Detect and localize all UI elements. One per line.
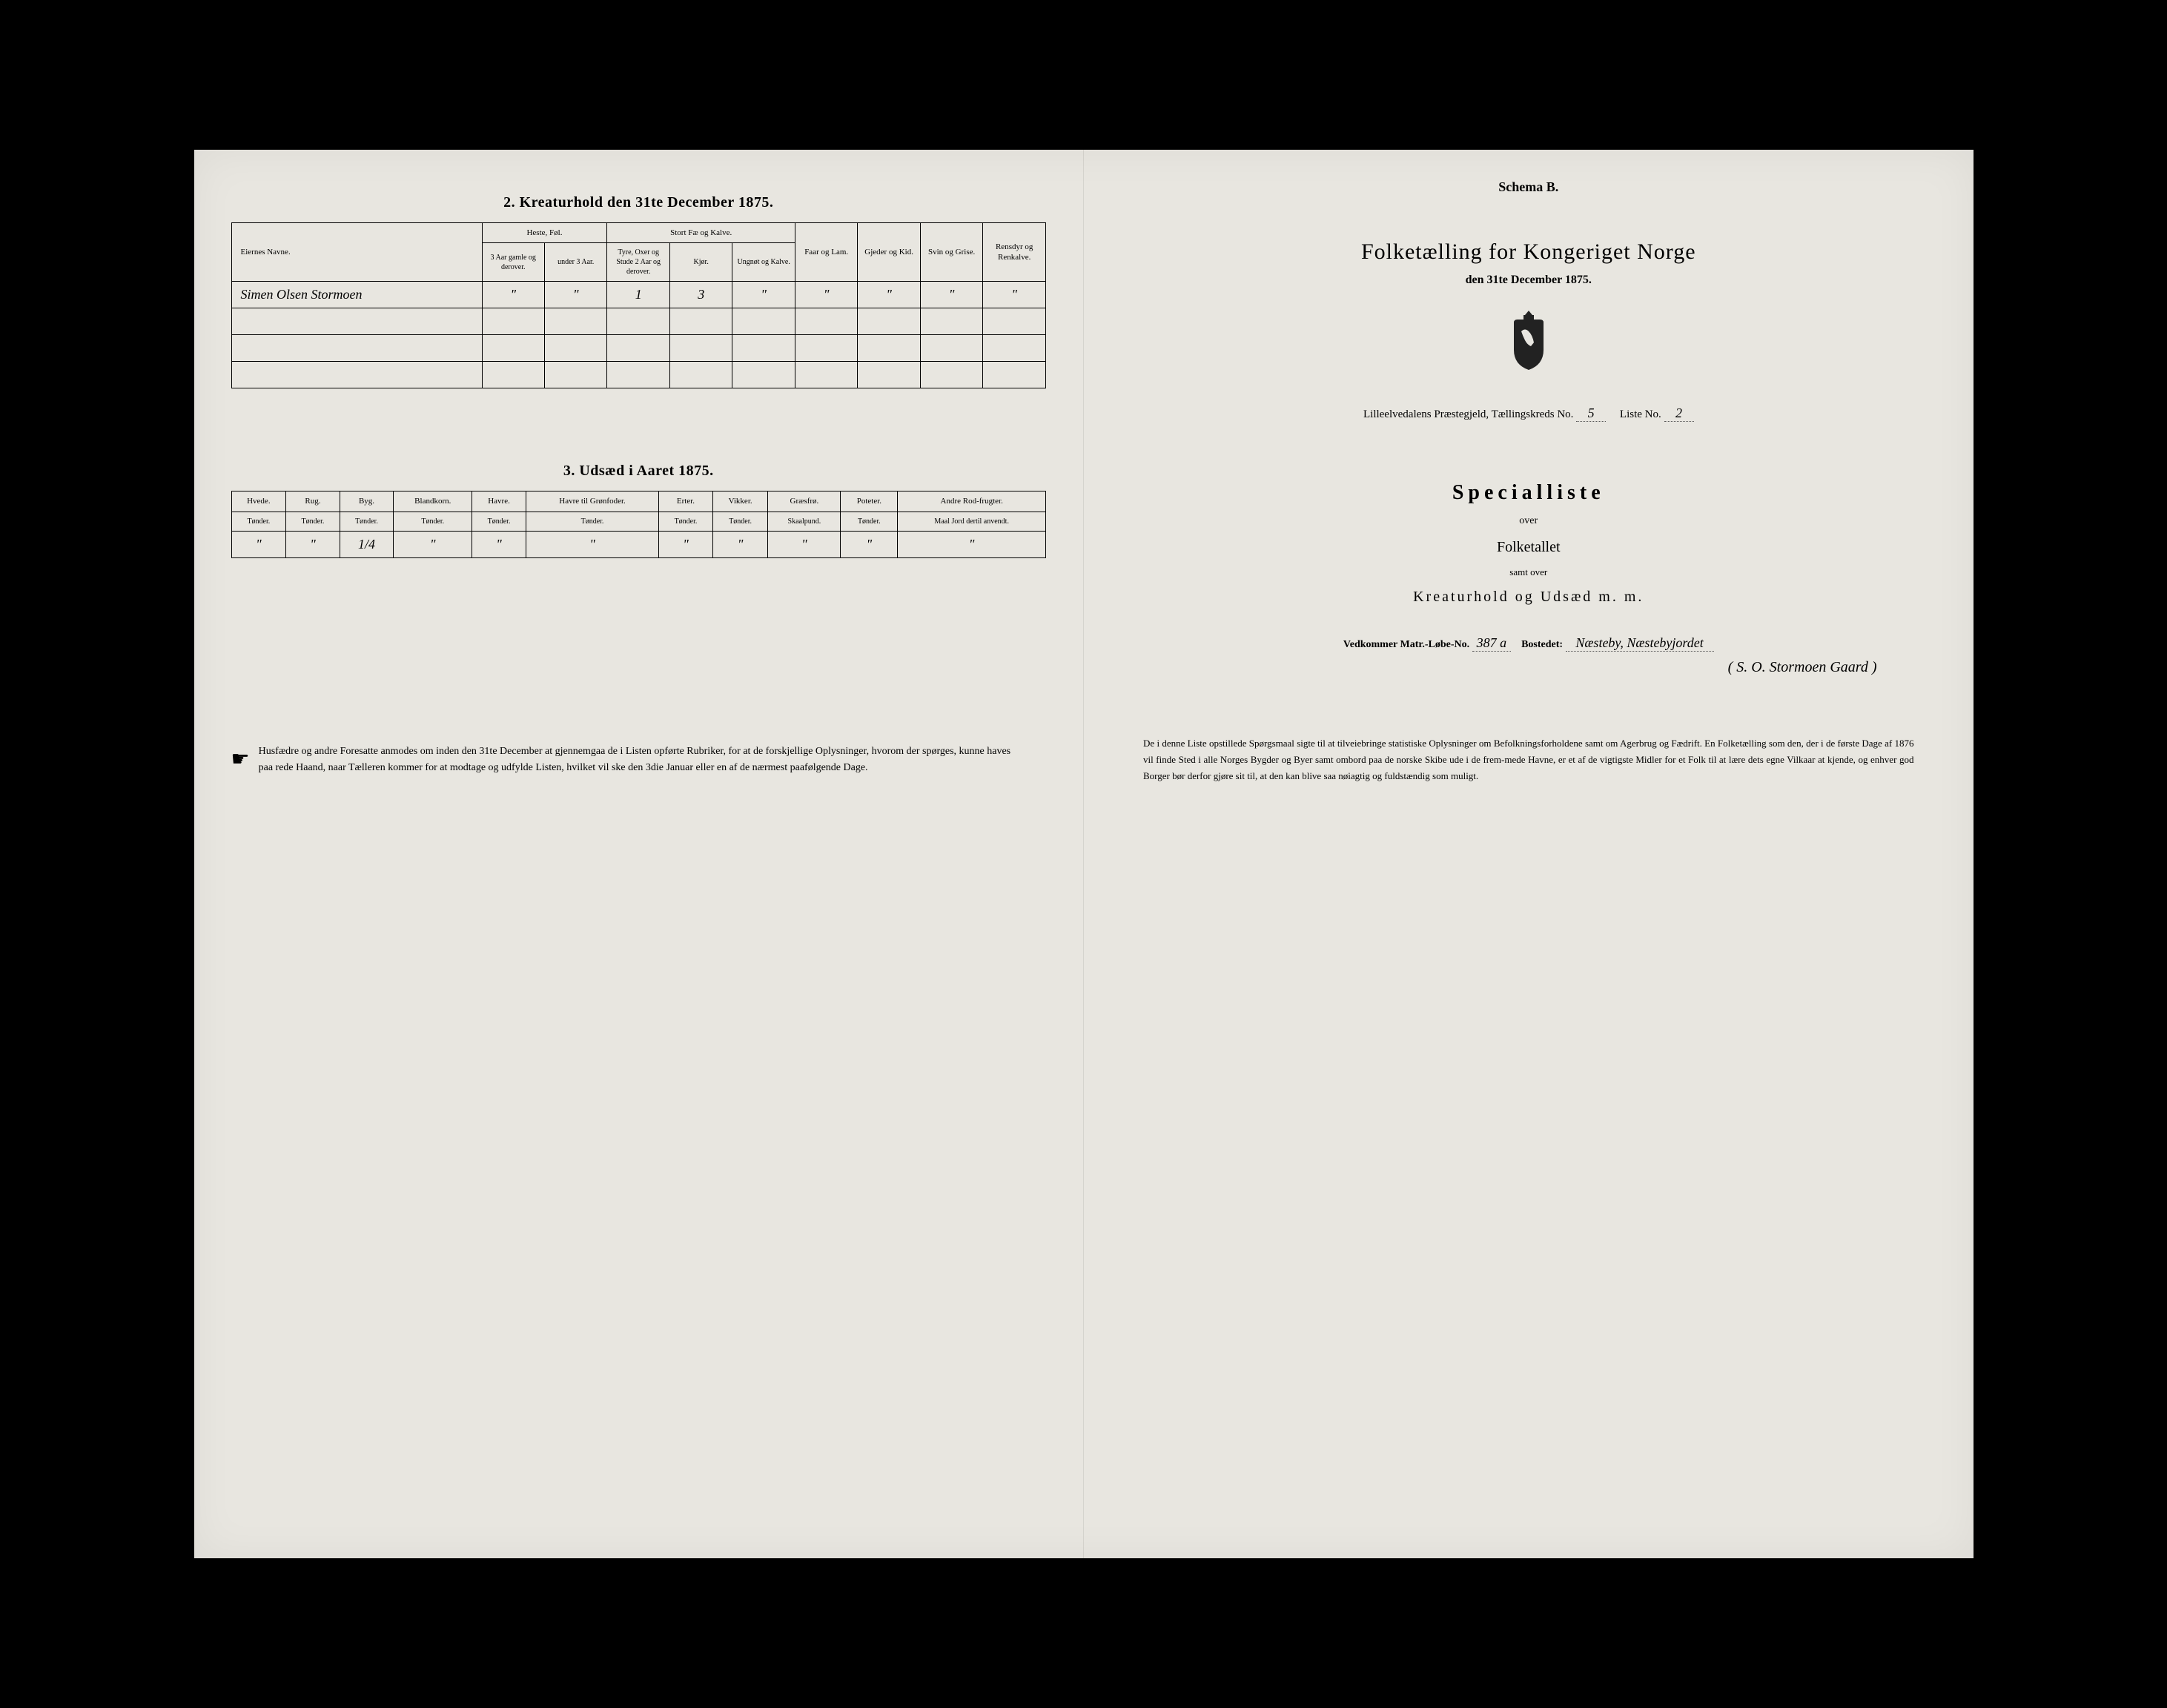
seed-table: Hvede. Rug. Byg. Blandkorn. Havre. Havre…: [231, 491, 1047, 557]
folketallet: Folketallet: [1121, 539, 1936, 556]
notice-text: Husfædre og andre Foresatte anmodes om i…: [259, 744, 1016, 777]
pointing-hand-icon: ☛: [231, 744, 250, 777]
liste-number: 2: [1664, 406, 1694, 422]
table-row: [231, 308, 1046, 335]
col-barley: Byg.: [340, 491, 394, 512]
col-sheep: Faar og Lam.: [795, 223, 857, 282]
section-3-title: 3. Udsæd i Aaret 1875.: [231, 463, 1047, 480]
col-wheat: Hvede.: [231, 491, 286, 512]
livestock-table: Eiernes Navne. Heste, Føl. Stort Fæ og K…: [231, 222, 1047, 388]
royal-crest-icon: [1121, 309, 1936, 376]
matr-number: 387 a: [1472, 635, 1512, 652]
col-calves: Ungnøt og Kalve.: [732, 243, 795, 282]
notice-block: ☛ Husfædre og andre Foresatte anmodes om…: [231, 744, 1047, 777]
col-reindeer: Rensdyr og Renkalve.: [983, 223, 1046, 282]
col-goats: Gjeder og Kid.: [858, 223, 920, 282]
matr-line: Vedkommer Matr.-Løbe-No. 387 a Bostedet:…: [1121, 635, 1936, 652]
schema-label: Schema B.: [1121, 179, 1936, 195]
col-cattle: Stort Fæ og Kalve.: [607, 223, 795, 243]
census-date: den 31te December 1875.: [1121, 274, 1936, 287]
col-pigs: Svin og Grise.: [920, 223, 982, 282]
specialliste-title: Specialliste: [1121, 481, 1936, 505]
main-title: Folketælling for Kongeriget Norge: [1121, 239, 1936, 265]
col-cows: Kjør.: [669, 243, 732, 282]
col-owners: Eiernes Navne.: [231, 223, 482, 282]
col-mixed: Blandkorn.: [394, 491, 472, 512]
bostedet-value: Næsteby, Næstebyjordet: [1566, 635, 1714, 652]
col-vetch: Vikker.: [712, 491, 768, 512]
col-grass: Græsfrø.: [768, 491, 841, 512]
col-oats: Havre.: [472, 491, 526, 512]
parish-line: Lilleelvedalens Præstegjeld, Tællingskre…: [1121, 406, 1936, 422]
explanatory-text: De i denne Liste opstillede Spørgsmaal s…: [1121, 735, 1936, 784]
col-rye: Rug.: [286, 491, 340, 512]
col-horses-young: under 3 Aar.: [544, 243, 606, 282]
kreaturhold-line: Kreaturhold og Udsæd m. m.: [1121, 589, 1936, 606]
right-page: Schema B. Folketælling for Kongeriget No…: [1084, 150, 1974, 1558]
table-row: " " 1/4 " " " " " " " ": [231, 531, 1046, 557]
col-roots: Andre Rod-frugter.: [898, 491, 1046, 512]
left-page: 2. Kreaturhold den 31te December 1875. E…: [194, 150, 1085, 1558]
table-row: [231, 335, 1046, 362]
col-peas: Erter.: [659, 491, 713, 512]
census-document: 2. Kreaturhold den 31te December 1875. E…: [194, 150, 1974, 1558]
table-row: Simen Olsen Stormoen " " 1 3 " " " " ": [231, 282, 1046, 308]
col-horses: Heste, Føl.: [482, 223, 607, 243]
bostedet-line2: ( S. O. Stormoen Gaard ): [1121, 659, 1936, 676]
section-2-title: 2. Kreaturhold den 31te December 1875.: [231, 194, 1047, 211]
col-horses-old: 3 Aar gamle og derover.: [482, 243, 544, 282]
kreds-number: 5: [1576, 406, 1606, 422]
table-row: [231, 362, 1046, 388]
col-potato: Poteter.: [841, 491, 898, 512]
col-bulls: Tyre, Oxer og Stude 2 Aar og derover.: [607, 243, 669, 282]
col-greenoats: Havre til Grønfoder.: [526, 491, 658, 512]
